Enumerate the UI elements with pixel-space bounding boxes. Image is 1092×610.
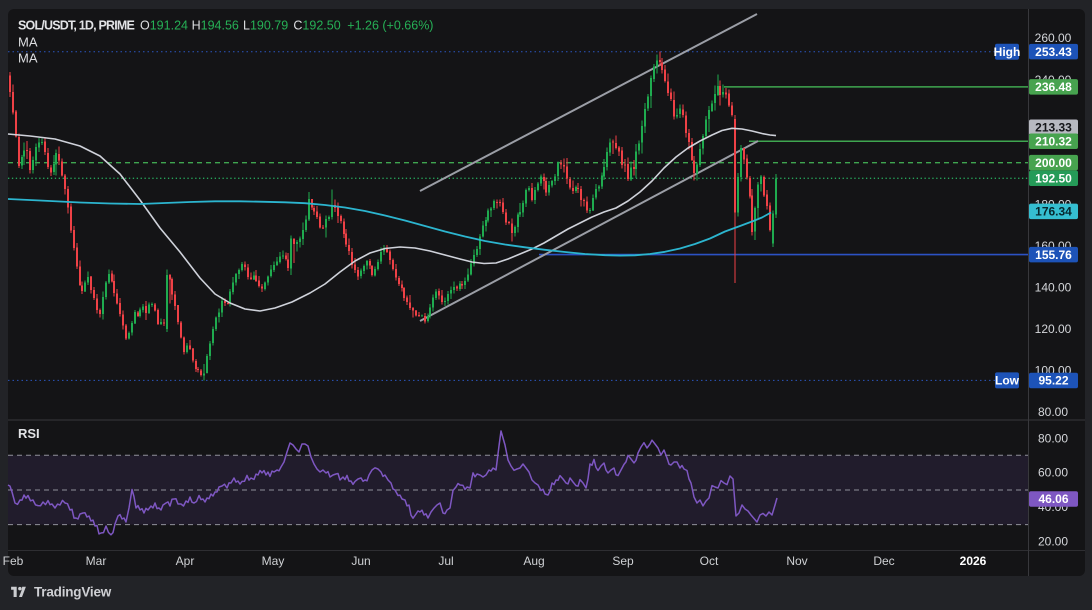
svg-text:Mar: Mar — [86, 554, 107, 568]
svg-text:Feb: Feb — [3, 554, 24, 568]
svg-text:2026: 2026 — [960, 554, 987, 568]
svg-text:Oct: Oct — [700, 554, 719, 568]
svg-text:200.00: 200.00 — [1035, 156, 1072, 170]
svg-text:TradingView: TradingView — [34, 585, 112, 600]
svg-text:RSI: RSI — [18, 426, 40, 441]
svg-text:155.76: 155.76 — [1035, 248, 1072, 262]
svg-text:Sep: Sep — [612, 554, 634, 568]
svg-text:MA: MA — [18, 35, 38, 50]
svg-text:May: May — [262, 554, 285, 568]
svg-text:60.00: 60.00 — [1038, 465, 1068, 479]
svg-text:210.32: 210.32 — [1035, 134, 1072, 148]
svg-text:Low: Low — [995, 374, 1020, 388]
svg-text:H194.56: H194.56 — [192, 19, 239, 33]
svg-text:192.50: 192.50 — [1035, 172, 1072, 186]
svg-text:140.00: 140.00 — [1035, 281, 1072, 295]
svg-text:C192.50: C192.50 — [293, 19, 340, 33]
svg-text:High: High — [994, 45, 1021, 59]
svg-text:46.06: 46.06 — [1038, 492, 1068, 506]
svg-text:80.00: 80.00 — [1038, 432, 1068, 446]
svg-text:20.00: 20.00 — [1038, 535, 1068, 549]
svg-text:95.22: 95.22 — [1038, 374, 1068, 388]
svg-text:260.00: 260.00 — [1035, 31, 1072, 45]
svg-text:Jun: Jun — [351, 554, 370, 568]
svg-text:213.33: 213.33 — [1035, 121, 1072, 135]
svg-text:80.00: 80.00 — [1038, 405, 1068, 419]
svg-text:Nov: Nov — [786, 554, 807, 568]
svg-text:MA: MA — [18, 51, 38, 66]
svg-text:Dec: Dec — [873, 554, 894, 568]
svg-text:120.00: 120.00 — [1035, 322, 1072, 336]
svg-text:SOL/USDT, 1D, PRIME: SOL/USDT, 1D, PRIME — [18, 19, 135, 33]
svg-text:O191.24: O191.24 — [140, 19, 188, 33]
svg-text:Jul: Jul — [438, 554, 453, 568]
svg-text:+1.26 (+0.66%): +1.26 (+0.66%) — [347, 19, 433, 33]
svg-text:Aug: Aug — [523, 554, 544, 568]
svg-text:236.48: 236.48 — [1035, 80, 1072, 94]
svg-text:253.43: 253.43 — [1035, 45, 1072, 59]
svg-text:L190.79: L190.79 — [243, 19, 288, 33]
svg-text:Apr: Apr — [176, 554, 195, 568]
svg-text:176.34: 176.34 — [1035, 205, 1072, 219]
